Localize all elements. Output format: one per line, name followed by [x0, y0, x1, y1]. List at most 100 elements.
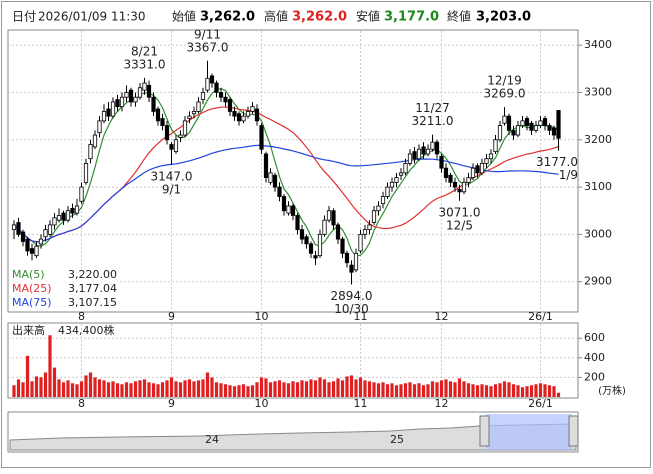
volume-bar — [385, 384, 390, 397]
y-tick-label: 3400 — [584, 38, 612, 51]
volume-bar — [435, 382, 439, 397]
candle-body — [281, 196, 287, 212]
volume-bar — [70, 383, 75, 397]
volume-bar — [259, 377, 264, 397]
candle-body — [43, 229, 48, 238]
volume-bar — [178, 382, 183, 397]
candle-body — [79, 186, 84, 202]
candle-body — [205, 77, 210, 91]
candle-body — [83, 163, 89, 183]
volume-bar — [250, 385, 255, 397]
candle-body — [61, 212, 66, 221]
candle-body — [308, 243, 314, 254]
header-low-label: 安値 — [356, 9, 380, 24]
candle-body — [232, 111, 237, 117]
candle-body — [484, 158, 489, 164]
x-tick-label: 8 — [78, 397, 85, 410]
volume-bar — [120, 384, 124, 397]
volume-bar — [160, 382, 165, 397]
candle-body — [124, 92, 129, 98]
candle-body — [209, 75, 215, 84]
candle-body — [241, 115, 246, 122]
volume-bar — [219, 383, 223, 397]
volume-bar — [340, 380, 345, 397]
navigator-handle-left[interactable] — [479, 415, 490, 447]
volume-bar — [115, 383, 120, 397]
annotation-value: 3177.0 — [536, 155, 578, 169]
volume-bar — [322, 379, 327, 397]
candle-body — [520, 120, 525, 126]
volume-bar — [336, 378, 340, 397]
candle-body — [218, 92, 224, 98]
volume-bar — [376, 383, 381, 397]
volume-bar — [466, 383, 471, 397]
volume-bar — [43, 372, 48, 397]
annotation-value: 3367.0 — [187, 40, 229, 54]
x-tick-label: 9 — [168, 310, 175, 323]
volume-bar — [192, 381, 196, 397]
navigator-handle-right[interactable] — [568, 415, 579, 447]
y-tick-label: 600 — [584, 331, 605, 344]
volume-bar — [498, 383, 502, 397]
volume-bar — [309, 379, 313, 397]
candle-body — [106, 108, 111, 117]
volume-bar — [187, 379, 192, 397]
candle-body — [457, 189, 462, 193]
ma-line — [13, 144, 559, 243]
candle-body — [475, 165, 480, 174]
volume-bar — [511, 384, 516, 397]
candle-body — [250, 106, 255, 112]
candle-body — [290, 205, 296, 216]
candle-body — [160, 118, 165, 126]
volume-bar — [84, 375, 88, 397]
volume-bar — [417, 383, 421, 397]
x-tick-label: 9 — [168, 397, 175, 410]
volume-bar — [268, 382, 273, 397]
volume-bar — [475, 385, 480, 397]
y-tick-label: 2900 — [584, 275, 612, 288]
candle-body — [178, 134, 183, 138]
volume-bar — [133, 381, 138, 397]
volume-bar — [525, 386, 529, 397]
candle-body — [376, 205, 381, 212]
candle-body — [97, 120, 102, 134]
candle-body — [169, 144, 174, 150]
candle-body — [317, 233, 323, 257]
candle-body — [506, 115, 512, 131]
candle-body — [88, 144, 93, 160]
volume-bar — [223, 384, 228, 397]
candle-body — [263, 153, 269, 179]
candle-body — [182, 120, 188, 136]
volume-bar — [79, 381, 84, 397]
volume-bar — [556, 392, 561, 397]
candle-body — [200, 92, 206, 100]
volume-bar — [520, 387, 525, 397]
navigator-window[interactable] — [486, 414, 572, 450]
candle-body — [295, 215, 300, 231]
candle-body — [371, 210, 377, 223]
candle-body — [29, 248, 35, 254]
candle-body — [538, 120, 543, 126]
volume-bar — [88, 372, 93, 397]
volume-bar — [282, 382, 286, 397]
candle-body — [268, 172, 273, 183]
candle-body — [272, 174, 278, 188]
volume-bar — [30, 381, 34, 397]
candle-body — [286, 205, 291, 214]
volume-bar — [147, 382, 151, 397]
volume-bar — [174, 381, 178, 397]
x-tick-label: 11 — [354, 397, 368, 410]
candle-body — [101, 111, 107, 122]
candle-body — [236, 113, 242, 122]
candle-body — [34, 245, 39, 257]
volume-bar — [493, 384, 498, 397]
candle-body — [304, 236, 309, 245]
volume-bar — [97, 379, 102, 397]
volume-bar — [399, 384, 403, 397]
annotation-date: 12/5 — [446, 218, 473, 232]
volume-bar — [543, 384, 547, 397]
volume-bar — [295, 382, 300, 397]
candle-body — [187, 115, 192, 119]
candle-body — [358, 233, 363, 252]
